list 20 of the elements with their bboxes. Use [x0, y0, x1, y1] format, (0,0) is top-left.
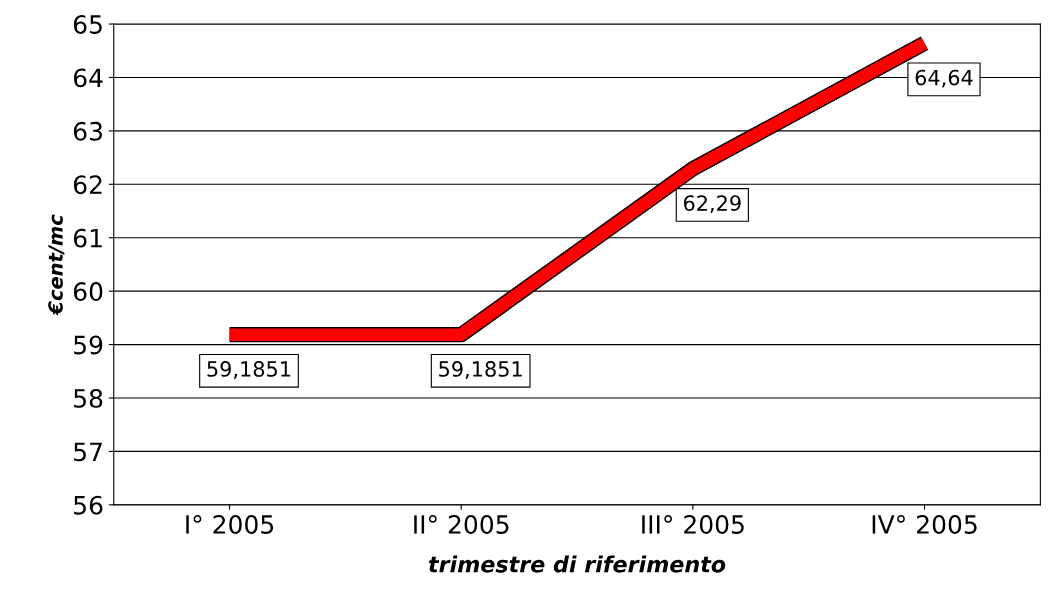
y-tick-label: 64 [73, 68, 103, 88]
y-tick-label: 61 [73, 228, 102, 248]
y-tick-label: 63 [73, 121, 102, 141]
x-tick-label: I° 2005 [186, 515, 274, 534]
x-axis-title: trimestre di riferimento [428, 555, 726, 573]
x-tick-label: III° 2005 [642, 515, 744, 534]
data-label: 59,1851 [207, 361, 291, 379]
y-tick-label: 57 [74, 442, 102, 462]
y-axis-title: €cent/mc [48, 214, 65, 316]
y-tick-label: 58 [74, 388, 103, 408]
y-tick-label: 62 [73, 175, 102, 195]
y-tick-label: 56 [74, 495, 103, 515]
data-label: 59,1851 [439, 361, 522, 379]
data-label: 62,29 [683, 195, 741, 214]
x-tick-label: II° 2005 [414, 515, 509, 534]
y-tick-label: 59 [74, 335, 103, 355]
y-tick-label: 60 [73, 282, 103, 301]
y-tick-label: 65 [73, 14, 102, 34]
data-label: 64,64 [915, 69, 973, 88]
x-tick-label: IV° 2005 [872, 515, 977, 534]
